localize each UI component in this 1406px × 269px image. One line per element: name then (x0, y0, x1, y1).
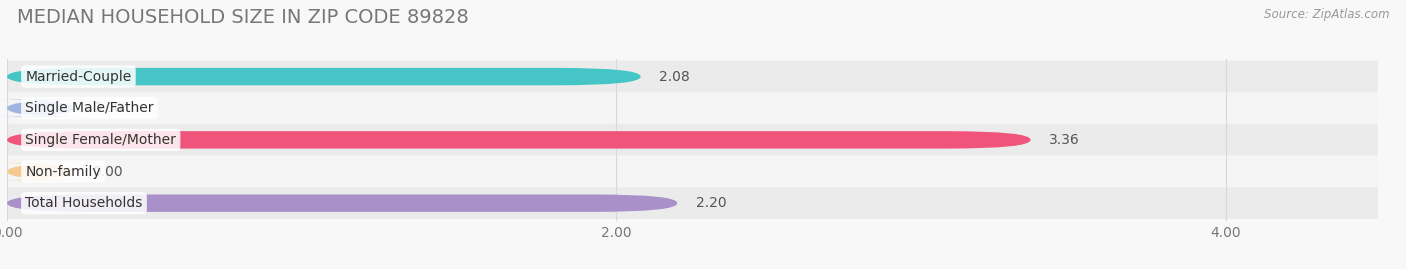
FancyBboxPatch shape (4, 156, 1381, 187)
Text: 2.08: 2.08 (659, 70, 690, 84)
FancyBboxPatch shape (4, 124, 1381, 156)
FancyBboxPatch shape (4, 61, 1381, 93)
Text: 0.00: 0.00 (93, 165, 122, 179)
FancyBboxPatch shape (0, 100, 91, 117)
FancyBboxPatch shape (4, 93, 1381, 124)
FancyBboxPatch shape (0, 163, 91, 180)
Text: 3.36: 3.36 (1049, 133, 1080, 147)
Text: Single Female/Mother: Single Female/Mother (25, 133, 176, 147)
Text: Married-Couple: Married-Couple (25, 70, 132, 84)
Text: Total Households: Total Households (25, 196, 142, 210)
FancyBboxPatch shape (4, 187, 1381, 219)
Text: 2.20: 2.20 (696, 196, 725, 210)
Text: MEDIAN HOUSEHOLD SIZE IN ZIP CODE 89828: MEDIAN HOUSEHOLD SIZE IN ZIP CODE 89828 (17, 8, 468, 27)
FancyBboxPatch shape (7, 68, 641, 85)
Text: Single Male/Father: Single Male/Father (25, 101, 153, 115)
Text: Source: ZipAtlas.com: Source: ZipAtlas.com (1264, 8, 1389, 21)
FancyBboxPatch shape (7, 131, 1031, 148)
Text: 0.00: 0.00 (93, 101, 122, 115)
FancyBboxPatch shape (7, 194, 678, 212)
Text: Non-family: Non-family (25, 165, 101, 179)
